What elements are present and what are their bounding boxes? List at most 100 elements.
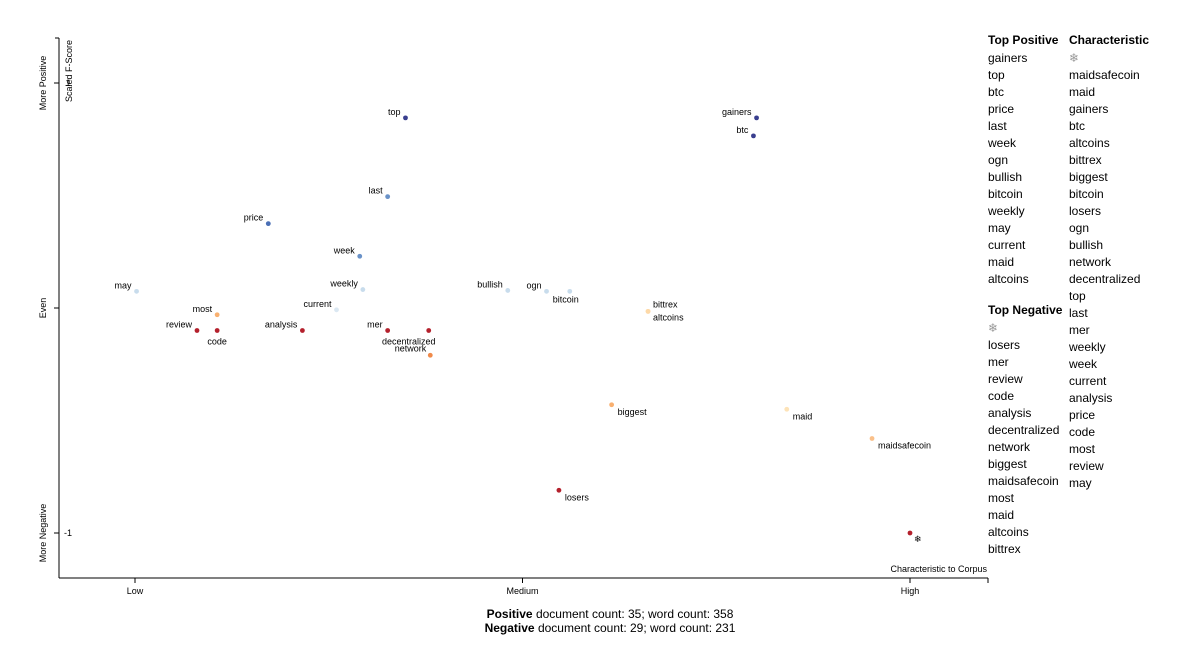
characteristic-item[interactable]: losers [1069,204,1102,218]
point-altcoins [645,308,651,314]
top-negative-item[interactable]: losers [988,338,1021,352]
top-positive-title: Top Positive [988,33,1059,47]
characteristic-item[interactable]: price [1069,408,1096,422]
y-tick-value: 1 [65,78,70,88]
top-negative-item[interactable]: bittrex [988,542,1021,556]
top-negative-item[interactable]: ❄ [988,321,999,335]
positive-counts: document count: 35; word count: 358 [532,607,734,621]
point-biggest [609,402,615,408]
top-negative-item[interactable]: mer [988,355,1009,369]
characteristic-item[interactable]: top [1069,289,1086,303]
characteristic-item[interactable]: current [1069,374,1107,388]
point-current [334,307,339,313]
characteristic-item[interactable]: ❄ [1069,51,1080,65]
point-analysis [300,328,305,333]
characteristic-item[interactable]: analysis [1069,391,1113,405]
top-negative-item[interactable]: analysis [988,406,1032,420]
point-label-top: top [388,107,401,117]
top-negative-item[interactable]: network [988,440,1031,454]
point-top [403,115,408,121]
point-gainers [754,115,759,121]
y-tick-label: Even [38,298,48,319]
negative-label: Negative [484,621,535,635]
negative-counts-line: Negative document count: 29; word count:… [0,621,1200,635]
top-negative-item[interactable]: decentralized [988,423,1060,437]
top-negative-item[interactable]: maid [988,508,1015,522]
point-bullish [505,288,511,293]
characteristic-item[interactable]: altcoins [1069,136,1110,150]
top-positive-item[interactable]: gainers [988,51,1028,65]
characteristic-item[interactable]: most [1069,442,1096,456]
positive-label: Positive [486,607,533,621]
top-negative-item[interactable]: maidsafecoin [988,474,1059,488]
characteristic-item[interactable]: ogn [1069,221,1090,235]
characteristic-item[interactable]: bittrex [1069,153,1102,167]
point-label-price: price [244,213,264,223]
characteristic-title: Characteristic [1069,33,1150,47]
point-label-may: may [115,280,133,290]
top-negative-item[interactable]: most [988,491,1015,505]
point-label-mer: mer [367,320,383,330]
x-axis-title: Characteristic to Corpus [890,564,987,574]
top-positive-item[interactable]: price [988,102,1015,116]
point-btc [751,133,756,139]
top-positive-item[interactable]: btc [988,85,1005,99]
top-positive-item[interactable]: ogn [988,153,1009,167]
point-code [214,328,220,333]
point-weekly [360,287,366,292]
top-negative-item[interactable]: code [988,389,1015,403]
point-label-week: week [333,245,356,255]
characteristic-item[interactable]: week [1069,357,1098,371]
point-price [265,221,271,227]
characteristic-item[interactable]: decentralized [1069,272,1141,286]
point-label-weekly: weekly [329,279,358,289]
characteristic-item[interactable]: network [1069,255,1112,269]
characteristic-item[interactable]: btc [1069,119,1086,133]
point-label-losers: losers [565,492,590,502]
characteristic-item[interactable]: mer [1069,323,1090,337]
point-label-biggest: biggest [618,407,648,417]
top-positive-item[interactable]: may [988,221,1011,235]
top-negative-title: Top Negative [988,303,1063,317]
characteristic-item[interactable]: biggest [1069,170,1108,184]
characteristic-item[interactable]: maid [1069,85,1096,99]
top-positive-item[interactable]: current [988,238,1026,252]
point-network [427,352,433,358]
document-counts: Positive document count: 35; word count:… [0,607,1200,635]
point-label-decentralized: decentralized [382,337,436,347]
top-positive-item[interactable]: bullish [988,170,1023,184]
characteristic-item[interactable]: review [1069,459,1104,473]
y-tick-label: More Negative [38,504,48,563]
characteristic-item[interactable]: bitcoin [1069,187,1104,201]
point-label-maid: maid [793,411,813,421]
top-negative-item[interactable]: biggest [988,457,1027,471]
point-label-altcoins: altcoins [653,312,684,322]
top-negative-item[interactable]: review [988,372,1023,386]
top-negative-item[interactable]: altcoins [988,525,1029,539]
characteristic-list: Characteristic ❄ maidsafecoin maid gainers b… [1069,30,1149,492]
top-positive-item[interactable]: bitcoin [988,187,1023,201]
characteristic-item[interactable]: may [1069,476,1092,490]
point-label-maidsafecoin: maidsafecoin [878,441,931,451]
top-positive-item[interactable]: weekly [988,204,1025,218]
point-label-most: most [193,304,213,314]
y-axis-title: Scaled F-Score [64,40,74,102]
top-positive-item[interactable]: altcoins [988,272,1029,286]
point-bitcoin [567,288,573,294]
point-label-current: current [303,299,332,309]
top-positive-item[interactable]: week [988,136,1017,150]
characteristic-item[interactable]: weekly [1069,340,1106,354]
point-last [385,194,391,200]
characteristic-item[interactable]: last [1069,306,1088,320]
point-maidsafecoin [869,436,875,441]
characteristic-item[interactable]: maidsafecoin [1069,68,1140,82]
point-week [357,253,363,259]
characteristic-item[interactable]: bullish [1069,238,1104,252]
point-label-code: code [207,337,227,347]
top-positive-item[interactable]: last [988,119,1007,133]
characteristic-item[interactable]: code [1069,425,1096,439]
top-positive-item[interactable]: top [988,68,1005,82]
point-label-bullish: bullish [477,279,503,289]
characteristic-item[interactable]: gainers [1069,102,1109,116]
top-positive-item[interactable]: maid [988,255,1015,269]
